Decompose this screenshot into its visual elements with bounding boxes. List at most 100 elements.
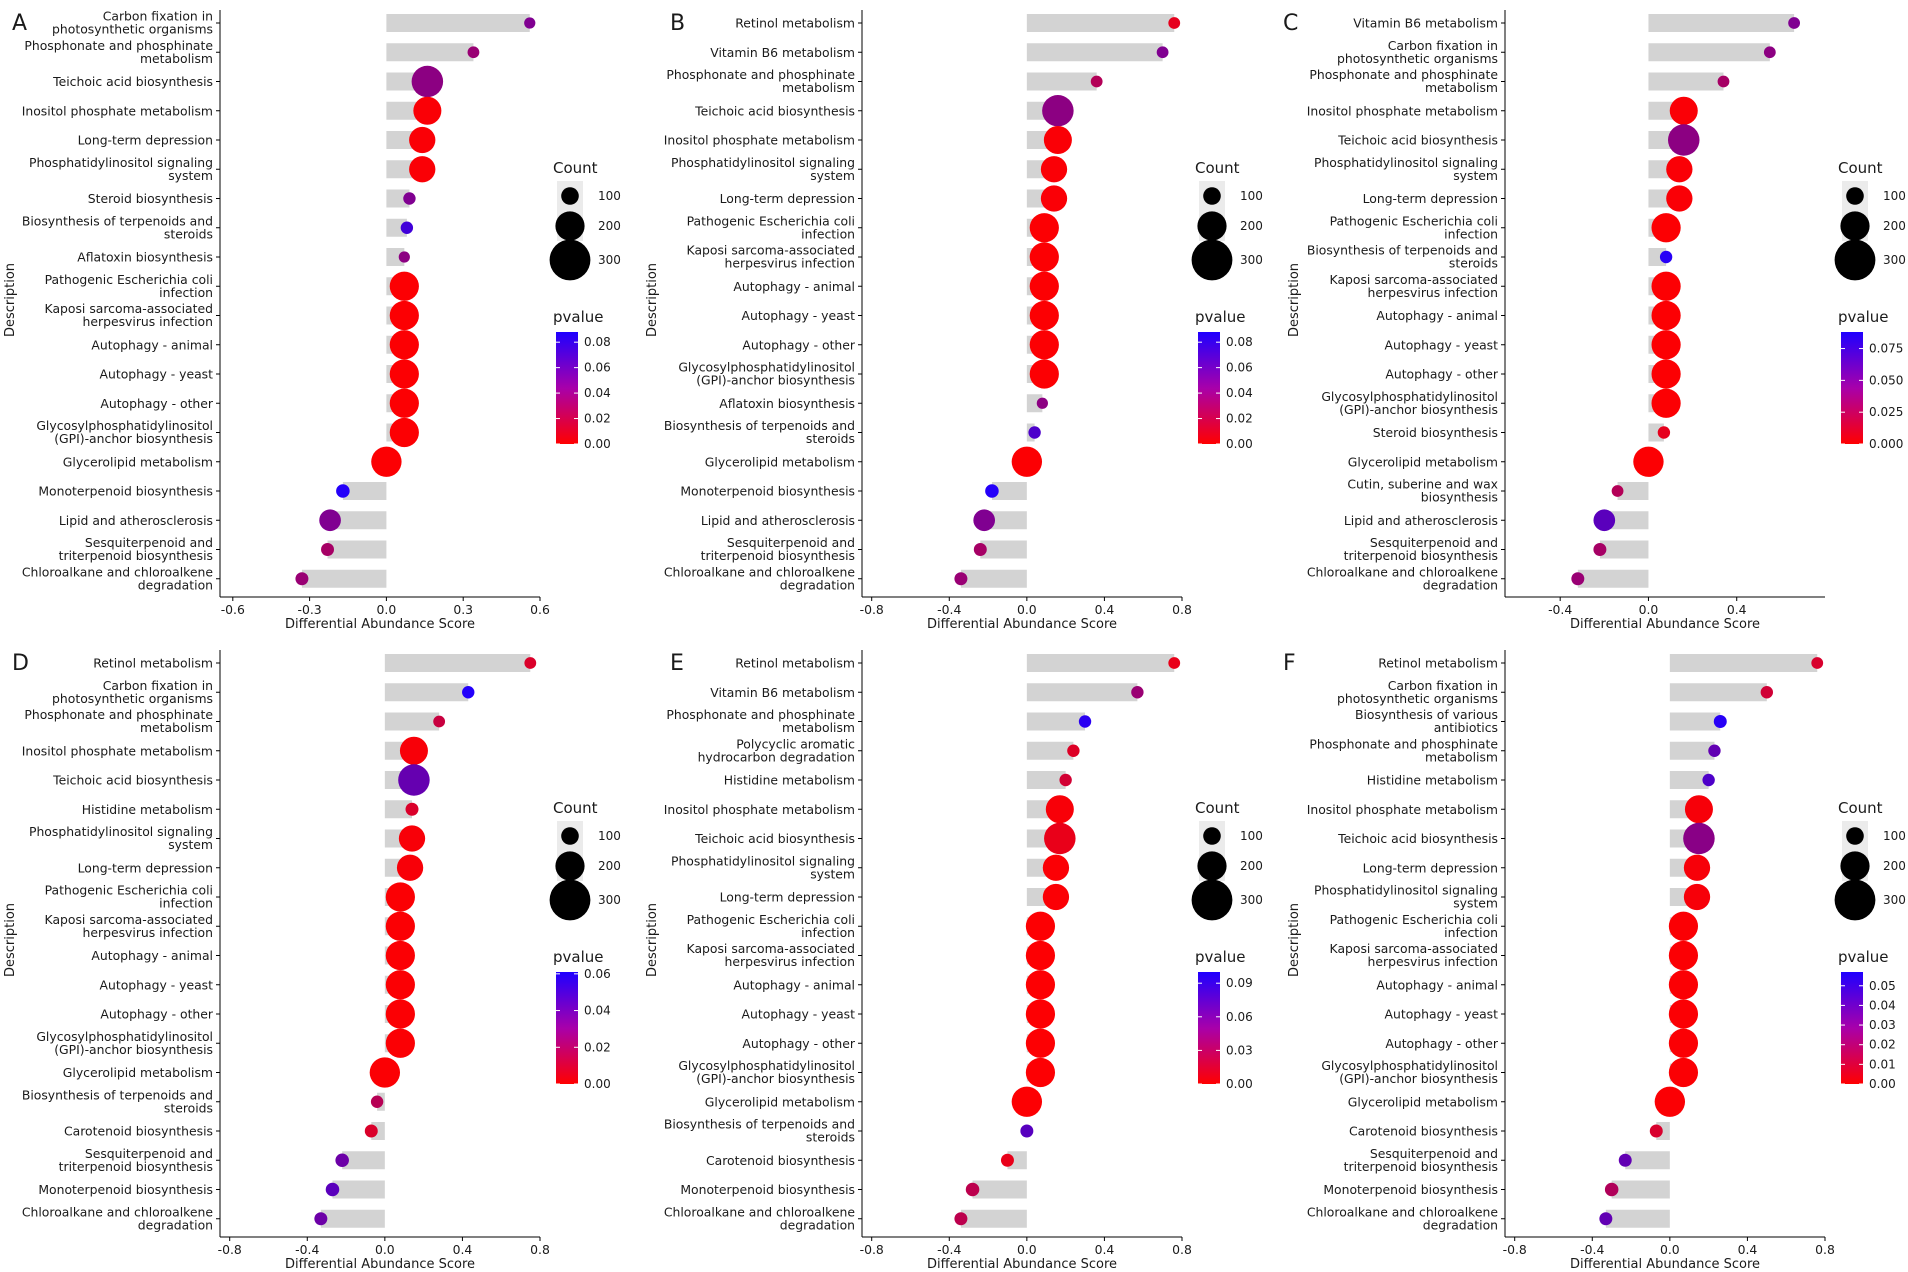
score-point <box>405 802 419 816</box>
pathway-label: Biosynthesis of terpenoids and steroids <box>664 418 855 446</box>
pathway-label-line: metabolism <box>140 51 213 66</box>
pathway-label-line: triterpenoid biosynthesis <box>701 548 855 563</box>
pathway-label-line: Teichoic acid biosynthesis <box>1337 133 1498 148</box>
score-point <box>1668 911 1699 941</box>
pvalue-colorbar <box>1198 332 1220 444</box>
y-axis-title: Description <box>3 903 18 977</box>
score-point <box>325 1182 340 1197</box>
pathway-label-line: (GPI)-anchor biosynthesis <box>54 431 213 446</box>
pathway-label-line: steroids <box>806 431 855 446</box>
pathway-label: Aflatoxin biosynthesis <box>719 396 855 411</box>
pathway-label-line: Glycosylphosphatidylinositol <box>1321 389 1498 404</box>
pathway-label: Biosynthesis of terpenoids and steroids <box>22 213 213 241</box>
score-point <box>1683 883 1711 911</box>
x-axis-title: Differential Abundance Score <box>927 617 1117 632</box>
pathway-label: Inositol phosphate metabolism <box>22 743 213 758</box>
pathway-label-line: infection <box>801 226 855 241</box>
score-point <box>335 1153 349 1168</box>
pathway-label-line: Inositol phosphate metabolism <box>664 133 855 148</box>
pathway-row: Biosynthesis of terpenoids and steroids <box>1307 243 1673 271</box>
score-point <box>1036 397 1048 409</box>
pathway-label: Chloroalkane and chloroalkene degradation <box>664 564 855 592</box>
pathway-label: Long-term depression <box>78 860 213 875</box>
count-legend-circle <box>1834 239 1876 281</box>
score-bar <box>1669 771 1709 789</box>
pathway-row: Kaposi sarcoma-associated herpesvirus inf… <box>687 940 1056 971</box>
score-bar <box>330 511 387 530</box>
score-bar <box>384 800 412 819</box>
count-legend-circle <box>1191 879 1233 921</box>
pathway-row: Autophagy - other <box>742 1028 1056 1058</box>
score-point <box>385 999 415 1029</box>
pvalue-legend-label: 0.04 <box>584 1004 611 1018</box>
score-point <box>1668 999 1699 1029</box>
score-point <box>1028 426 1041 439</box>
score-point <box>973 509 996 532</box>
pathway-label: Biosynthesis of various antibiotics <box>1355 707 1498 735</box>
score-point <box>1618 1153 1632 1167</box>
pvalue-legend: pvalue 0.00 0.02 0.04 0.06 0.08 <box>553 308 611 451</box>
pathway-label-line: Long-term depression <box>720 890 855 905</box>
panel-b: B Description Retinol metabolism Vitamin B6… <box>645 10 1263 632</box>
pathway-label-line: system <box>1453 168 1498 183</box>
pathway-row: Sesquiterpenoid and triterpenoid biosynth… <box>701 535 1027 563</box>
pathway-label-line: Autophagy - yeast <box>100 977 214 992</box>
count-legend-title: Count <box>1195 159 1240 177</box>
pathway-label-line: Phosphatidylinositol signaling <box>671 853 855 868</box>
pathway-row: Long-term depression <box>1363 854 1711 881</box>
score-point <box>433 715 446 728</box>
pathway-row: Glycosylphosphatidylinositol (GPI)-anchor… <box>1321 1057 1699 1088</box>
pathway-row: Biosynthesis of terpenoids and steroids <box>664 1117 1034 1145</box>
pathway-label: Polycyclic aromatic hydrocarbon degradati… <box>698 736 856 764</box>
pathway-row: Carotenoid biosynthesis <box>706 1151 1027 1170</box>
pathway-row: Lipid and atherosclerosis <box>59 509 387 532</box>
pathway-label: Phosphatidylinositol signaling system <box>29 824 213 852</box>
score-point <box>1760 686 1774 699</box>
pathway-label: Phosphatidylinositol signaling system <box>1314 883 1498 911</box>
pathway-label-line: Autophagy - other <box>1385 1036 1499 1051</box>
pathway-label-line: Glycerolipid metabolism <box>705 454 855 469</box>
score-bar <box>342 1151 385 1170</box>
score-bar <box>1648 43 1770 62</box>
pathway-label-line: Inositol phosphate metabolism <box>22 743 213 758</box>
pathway-label-line: hydrocarbon degradation <box>698 749 855 764</box>
pathway-label: Sesquiterpenoid and triterpenoid biosynth… <box>59 535 213 563</box>
x-axis-title: Differential Abundance Score <box>285 1257 475 1272</box>
pathway-label-line: Phosphonate and phosphinate <box>1309 736 1498 751</box>
pathway-label: Glycerolipid metabolism <box>705 454 855 469</box>
pathway-row: Glycerolipid metabolism <box>1348 1086 1686 1117</box>
pathway-label-line: Carotenoid biosynthesis <box>1349 1124 1498 1139</box>
score-point <box>467 46 480 59</box>
pathway-label-line: photosynthetic organisms <box>52 691 213 706</box>
score-point <box>1029 300 1059 331</box>
pvalue-legend-label: 0.025 <box>1869 405 1903 419</box>
pathway-row: Glycosylphosphatidylinositol (GPI)-anchor… <box>36 1028 415 1058</box>
score-point <box>389 330 419 360</box>
pathway-label: Glycosylphosphatidylinositol (GPI)-anchor… <box>36 418 213 446</box>
score-point <box>364 1124 378 1138</box>
pathway-label: Autophagy - animal <box>733 977 855 992</box>
score-point <box>409 156 436 183</box>
pathway-label-line: Autophagy - animal <box>733 977 855 992</box>
pathway-row: Chloroalkane and chloroalkene degradation <box>1307 564 1649 592</box>
panel-letter: D <box>12 651 29 676</box>
pathway-label-line: system <box>810 168 855 183</box>
score-point <box>1059 773 1072 787</box>
score-point <box>1042 854 1070 881</box>
pathway-label-line: Autophagy - animal <box>1376 977 1498 992</box>
pathway-row: Biosynthesis of terpenoids and steroids <box>664 418 1041 446</box>
score-point <box>1651 359 1681 389</box>
pathway-row: Retinol metabolism <box>735 14 1181 32</box>
count-legend-title: Count <box>1838 799 1883 817</box>
pathway-label-line: Biosynthesis of terpenoids and <box>22 1087 213 1102</box>
score-point <box>1668 1057 1699 1088</box>
pathway-label-line: Carbon fixation in <box>103 678 213 693</box>
score-point <box>1702 773 1715 787</box>
pathway-row: Teichoic acid biosynthesis <box>1337 822 1715 855</box>
pathway-row: Autophagy - yeast <box>742 999 1056 1029</box>
pathway-label: Glycosylphosphatidylinositol (GPI)-anchor… <box>36 1029 213 1057</box>
panel-a: A Description Carbon fixation in photosynth… <box>3 9 621 633</box>
pathway-label: Kaposi sarcoma-associated herpesvirus inf… <box>45 301 213 329</box>
count-legend-circle <box>1197 851 1227 881</box>
count-legend-label: 100 <box>1883 829 1906 843</box>
